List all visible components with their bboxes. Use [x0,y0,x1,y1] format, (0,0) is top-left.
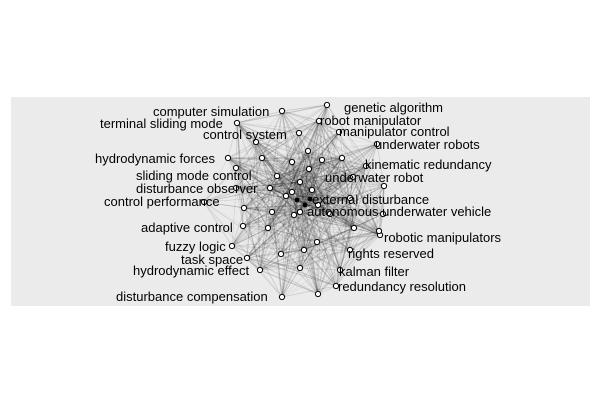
network-node [291,212,296,217]
network-node [267,185,272,190]
node-label: redundancy resolution [338,279,466,294]
node-label: autonomous underwater vehicle [307,204,491,219]
network-node [279,294,284,299]
node-label: robotic manipulators [384,230,502,245]
network-edge [282,286,336,297]
network-node [265,225,270,230]
network-node [289,189,294,194]
network-node [283,193,288,198]
node-label: kalman filter [339,264,410,279]
network-node [351,225,356,230]
network-node [234,120,239,125]
node-label: hydrodynamic forces [95,151,215,166]
network-node [301,247,306,252]
network-node [274,173,279,178]
network-node [305,148,310,153]
node-label: rights reserved [348,246,434,261]
node-label: underwater robots [375,137,480,152]
network-node [240,223,245,228]
network-node [269,209,274,214]
network-node [257,267,262,272]
network-node [225,155,230,160]
network-node [289,159,294,164]
network-node [306,166,311,171]
network-node [244,255,249,260]
network-hub-node [295,198,300,203]
node-label: control system [203,127,287,142]
network-node [315,291,320,296]
network-node [279,108,284,113]
network-node [241,205,246,210]
network-node [229,243,234,248]
network-node [314,239,319,244]
network-node [339,155,344,160]
network-node [324,102,329,107]
network-edge [228,142,256,158]
network-node [296,130,301,135]
node-label: disturbance compensation [116,289,268,304]
node-label: adaptive control [141,220,233,235]
network-node [319,157,324,162]
network-node [376,228,381,233]
network-node [278,251,283,256]
node-label: hydrodynamic effect [133,263,249,278]
network-node [297,265,302,270]
node-label: underwater robot [325,170,424,185]
network-node [259,155,264,160]
network-node [297,179,302,184]
node-label: control performance [104,194,220,209]
network-node [297,209,302,214]
